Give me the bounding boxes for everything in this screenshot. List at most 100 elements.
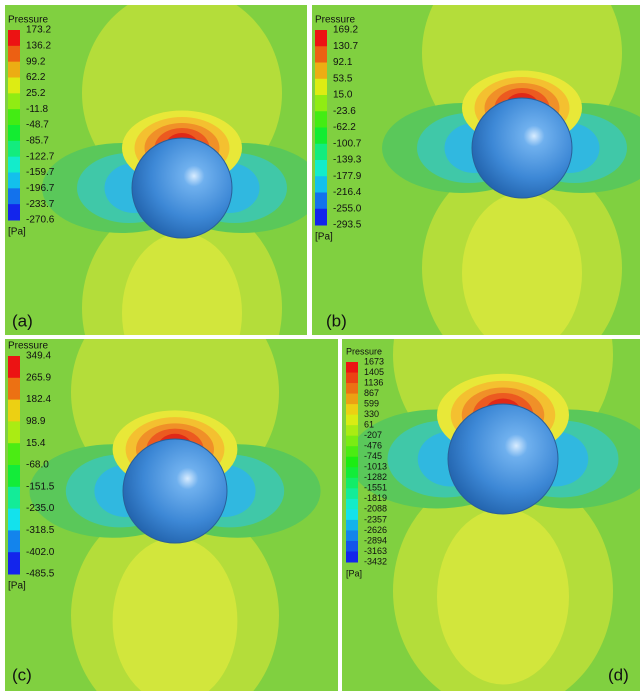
legend-level: 15.4 <box>26 438 46 449</box>
legend-level: 92.1 <box>333 57 353 68</box>
colorbar-segment <box>315 63 327 80</box>
colorbar-segment <box>346 499 358 510</box>
legend-level: -293.5 <box>333 220 362 231</box>
legend-level: -85.7 <box>26 135 49 146</box>
legend-level: -1819 <box>364 493 387 503</box>
legend-title: Pressure <box>346 346 382 356</box>
legend-level: 330 <box>364 409 379 419</box>
colorbar-segment <box>8 465 20 487</box>
legend-level: 15.0 <box>333 90 353 101</box>
legend-level: 599 <box>364 398 379 408</box>
ball <box>448 404 558 514</box>
contour <box>437 509 569 685</box>
legend-level: -177.9 <box>333 171 362 182</box>
legend-level: -2894 <box>364 535 387 545</box>
colorbar-segment <box>8 62 20 78</box>
legend-level: -402.0 <box>26 547 55 558</box>
colorbar-segment <box>346 425 358 436</box>
legend-level: 1405 <box>364 367 384 377</box>
colorbar-segment <box>346 373 358 384</box>
colorbar-segment <box>346 551 358 562</box>
colorbar-segment <box>346 457 358 468</box>
ball <box>132 138 232 238</box>
contour <box>462 193 582 353</box>
colorbar-segment <box>346 404 358 415</box>
legend-level: 61 <box>364 420 374 430</box>
contour-panel <box>312 0 644 378</box>
legend-unit: [Pa] <box>8 581 26 592</box>
legend-unit: [Pa] <box>346 568 362 578</box>
colorbar-segment <box>8 157 20 173</box>
legend-level: -2626 <box>364 525 387 535</box>
colorbar-segment <box>315 209 327 226</box>
colorbar-segment <box>346 520 358 531</box>
legend-level: -476 <box>364 441 382 451</box>
legend-level: -270.6 <box>26 215 55 226</box>
colorbar-segment <box>8 46 20 62</box>
ball <box>123 439 227 543</box>
legend-level: -2088 <box>364 504 387 514</box>
panel-label: (b) <box>326 311 347 330</box>
ball <box>472 98 572 198</box>
legend-level: -745 <box>364 451 382 461</box>
colorbar-segment <box>8 125 20 141</box>
legend-level: -196.7 <box>26 183 55 194</box>
panel-label: (c) <box>12 665 32 684</box>
colorbar-segment <box>315 193 327 210</box>
legend-level: 130.7 <box>333 41 358 52</box>
legend-level: -1282 <box>364 472 387 482</box>
legend-level: -318.5 <box>26 525 55 536</box>
colorbar-segment <box>346 541 358 552</box>
colorbar-segment <box>8 530 20 552</box>
legend-level: -1551 <box>364 483 387 493</box>
colorbar-segment <box>315 46 327 63</box>
legend-level: 53.5 <box>333 73 353 84</box>
legend-level: -11.8 <box>26 104 48 115</box>
legend-level: 867 <box>364 388 379 398</box>
colorbar-segment <box>315 30 327 47</box>
colorbar-segment <box>8 400 20 422</box>
colorbar-segment <box>8 109 20 125</box>
legend-level: -485.5 <box>26 569 55 580</box>
legend-level: -48.7 <box>26 120 49 131</box>
legend-level: -122.7 <box>26 151 55 162</box>
legend-level: -255.0 <box>333 203 362 214</box>
legend-level: -3432 <box>364 556 387 566</box>
colorbar-segment <box>346 488 358 499</box>
legend-level: 182.4 <box>26 394 51 405</box>
colorbar-segment <box>8 188 20 204</box>
legend-level: 265.9 <box>26 372 51 383</box>
colorbar-segment <box>8 173 20 189</box>
colorbar-segment <box>8 93 20 109</box>
colorbar-segment <box>8 30 20 46</box>
legend-level: 169.2 <box>333 25 358 36</box>
colorbar-segment <box>346 394 358 405</box>
colorbar-segment <box>8 204 20 220</box>
colorbar-segment <box>346 362 358 373</box>
legend-level: 25.2 <box>26 88 46 99</box>
colorbar-segment <box>8 443 20 465</box>
legend-unit: [Pa] <box>8 227 26 238</box>
legend-unit: [Pa] <box>315 232 333 243</box>
colorbar-segment <box>315 95 327 112</box>
legend-level: -159.7 <box>26 167 55 178</box>
colorbar-segment <box>8 378 20 400</box>
colorbar-segment <box>8 509 20 531</box>
legend-level: -23.6 <box>333 106 356 117</box>
legend-level: -100.7 <box>333 138 362 149</box>
colorbar-segment <box>346 467 358 478</box>
colorbar-segment <box>315 160 327 177</box>
colorbar-segment <box>346 530 358 541</box>
legend-level: -68.0 <box>26 460 49 471</box>
colorbar-segment <box>346 415 358 426</box>
colorbar-segment <box>346 509 358 520</box>
legend-level: -233.7 <box>26 199 55 210</box>
legend-level: -151.5 <box>26 481 55 492</box>
colorbar-segment <box>8 552 20 574</box>
colorbar-segment <box>346 478 358 489</box>
legend-level: 173.2 <box>26 25 51 36</box>
legend-level: 1136 <box>364 377 383 387</box>
legend-level: 349.4 <box>26 351 51 362</box>
colorbar-segment <box>8 421 20 443</box>
colorbar-segment <box>8 78 20 94</box>
